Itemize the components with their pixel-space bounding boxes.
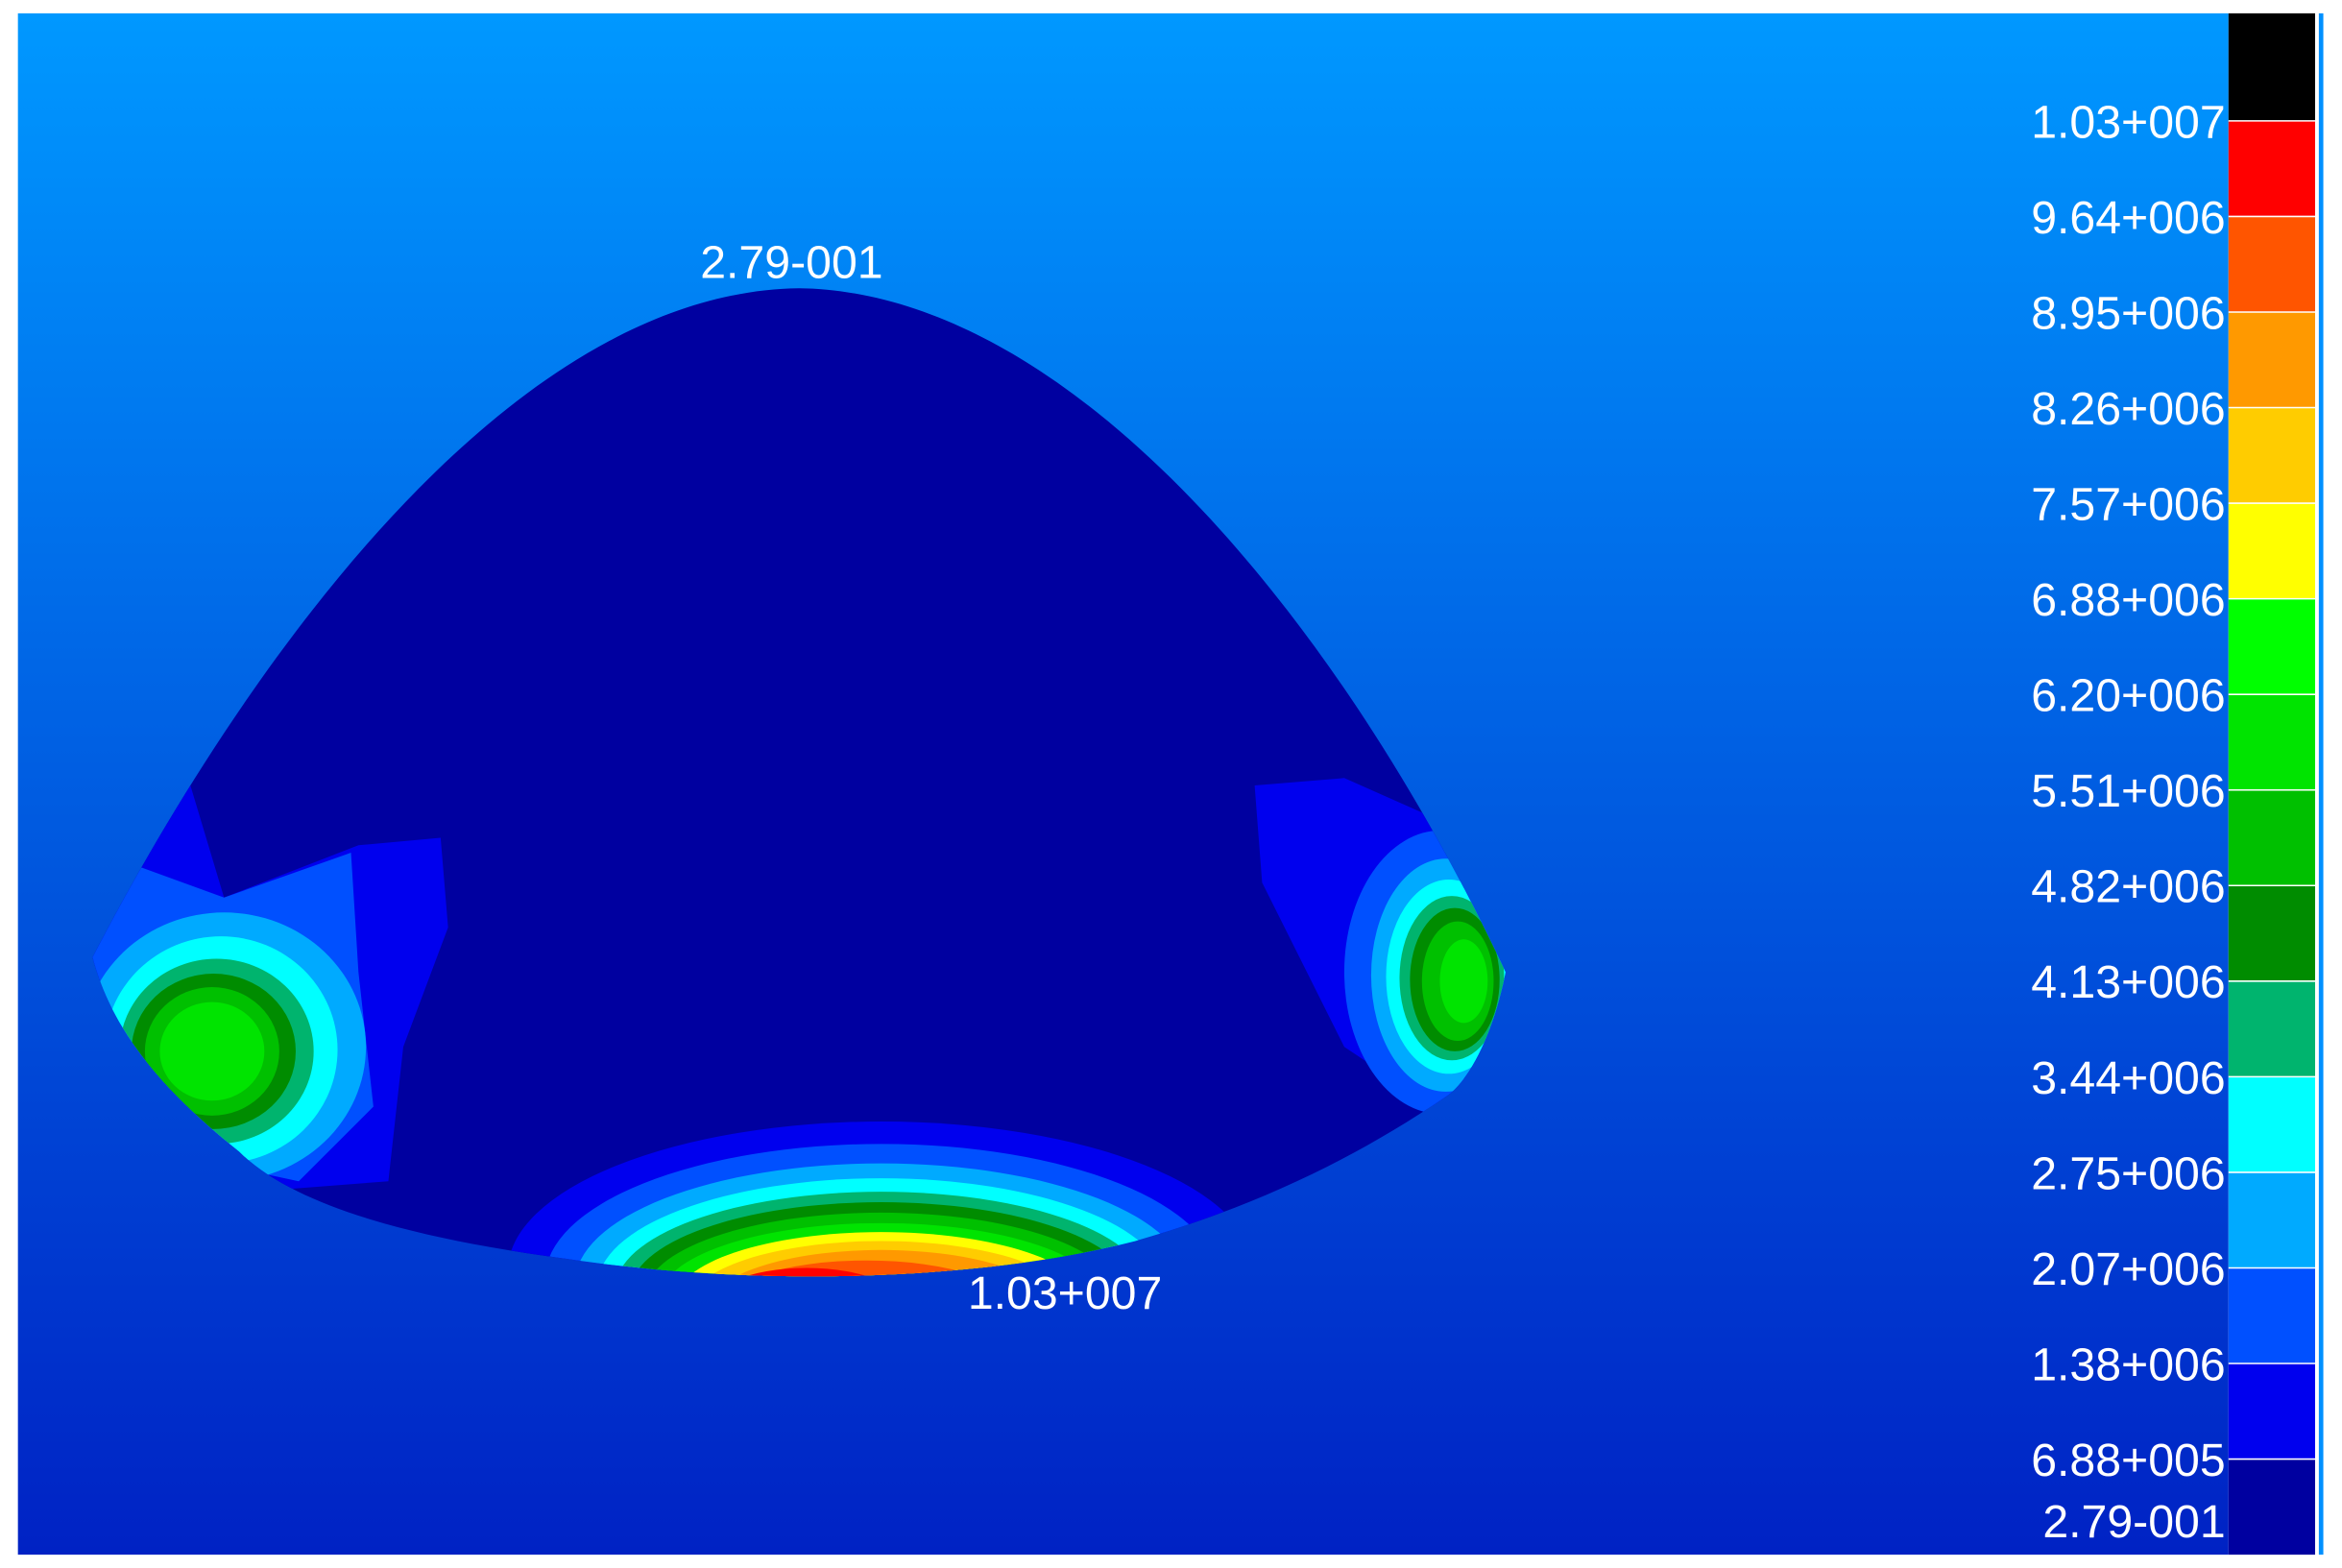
legend-swatch <box>2228 789 2316 886</box>
min-label: 2.79-001 <box>700 236 882 288</box>
legend-label: 8.26+006 <box>2031 383 2225 435</box>
legend-swatch <box>2228 120 2316 217</box>
legend-label: 6.88+005 <box>2031 1435 2225 1486</box>
legend-label: 5.51+006 <box>2031 765 2225 817</box>
legend-label: 2.75+006 <box>2031 1147 2225 1199</box>
legend-label: 6.88+006 <box>2031 574 2225 626</box>
legend-label: 3.44+006 <box>2031 1052 2225 1104</box>
legend-label: 1.38+006 <box>2031 1339 2225 1390</box>
legend-swatch <box>2228 598 2316 695</box>
legend-swatch <box>2228 1363 2316 1459</box>
legend-swatch <box>2228 1171 2316 1268</box>
legend-label: 6.20+006 <box>2031 670 2225 722</box>
max-label: 1.03+007 <box>968 1267 1162 1319</box>
color-legend: 1.03+007 9.64+006 8.95+006 8.26+006 7.57+006… <box>2031 12 2324 1556</box>
legend-swatch <box>2228 503 2316 599</box>
legend-swatch <box>2228 311 2316 408</box>
legend-label: 2.79-001 <box>2042 1496 2225 1548</box>
legend-swatch <box>2228 1459 2316 1556</box>
legend-swatch <box>2228 980 2316 1077</box>
legend-label: 2.07+006 <box>2031 1243 2225 1295</box>
legend-label: 1.03+007 <box>2031 96 2225 148</box>
legend-swatch <box>2228 694 2316 790</box>
legend-swatch <box>2228 885 2316 981</box>
legend-swatch <box>2228 12 2316 121</box>
legend-swatch <box>2228 407 2316 504</box>
legend-label: 4.13+006 <box>2031 956 2225 1008</box>
legend-label: 8.95+006 <box>2031 287 2225 339</box>
legend-swatch <box>2228 1076 2316 1172</box>
legend-label: 9.64+006 <box>2031 192 2225 244</box>
legend-label: 7.57+006 <box>2031 478 2225 530</box>
legend-label: 4.82+006 <box>2031 861 2225 913</box>
legend-swatch <box>2228 216 2316 312</box>
legend-swatch <box>2228 1267 2316 1364</box>
